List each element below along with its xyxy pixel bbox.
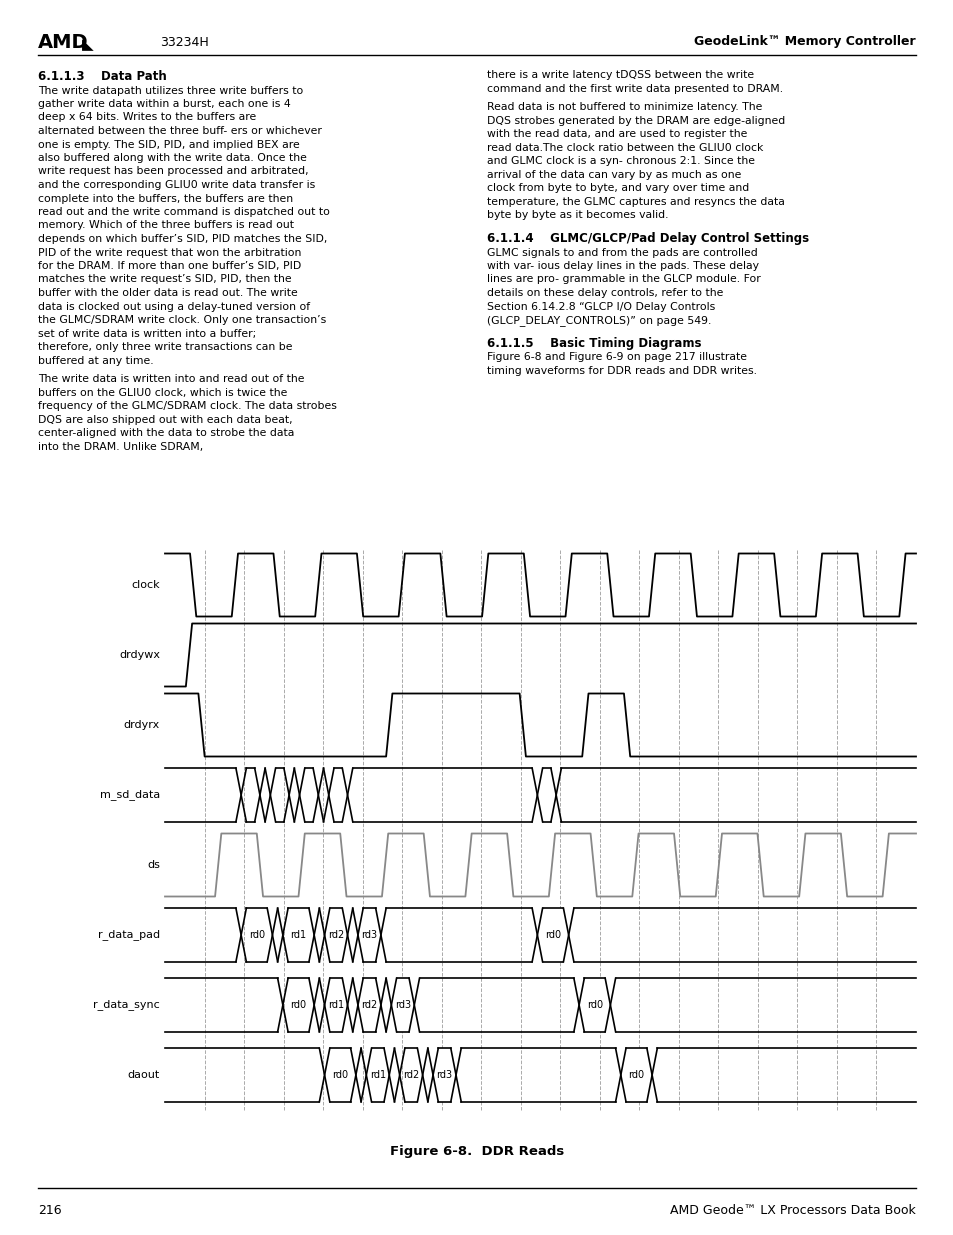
Bar <box>363 908 375 962</box>
Text: also buffered along with the write data. Once the: also buffered along with the write data.… <box>38 153 307 163</box>
Bar <box>330 978 342 1031</box>
Text: buffers on the GLIU0 clock, which is twice the: buffers on the GLIU0 clock, which is twi… <box>38 388 287 398</box>
Text: The write datapath utilizes three write buffers to: The write datapath utilizes three write … <box>38 85 303 95</box>
Text: one is empty. The SID, PID, and implied BEX are: one is empty. The SID, PID, and implied … <box>38 140 299 149</box>
Bar <box>246 908 267 962</box>
Text: rd1: rd1 <box>328 1000 344 1010</box>
Bar <box>396 978 409 1031</box>
Bar <box>288 978 309 1031</box>
Text: rd0: rd0 <box>628 1070 644 1079</box>
Text: 6.1.1.5    Basic Timing Diagrams: 6.1.1.5 Basic Timing Diagrams <box>486 337 700 350</box>
Text: (GLCP_DELAY_CONTROLS)” on page 549.: (GLCP_DELAY_CONTROLS)” on page 549. <box>486 315 711 326</box>
Text: rd0: rd0 <box>544 930 560 940</box>
Text: memory. Which of the three buffers is read out: memory. Which of the three buffers is re… <box>38 221 294 231</box>
Text: frequency of the GLMC/SDRAM clock. The data strobes: frequency of the GLMC/SDRAM clock. The d… <box>38 401 336 411</box>
Text: DQS strobes generated by the DRAM are edge-aligned: DQS strobes generated by the DRAM are ed… <box>486 116 784 126</box>
Text: r_data_pad: r_data_pad <box>98 930 160 941</box>
Text: the GLMC/SDRAM write clock. Only one transaction’s: the GLMC/SDRAM write clock. Only one tra… <box>38 315 326 325</box>
Text: Figure 6-8.  DDR Reads: Figure 6-8. DDR Reads <box>390 1145 563 1158</box>
Text: read data.The clock ratio between the GLIU0 clock: read data.The clock ratio between the GL… <box>486 143 762 153</box>
Text: clock from byte to byte, and vary over time and: clock from byte to byte, and vary over t… <box>486 184 748 194</box>
Text: command and the first write data presented to DRAM.: command and the first write data present… <box>486 84 782 94</box>
Text: center-aligned with the data to strobe the data: center-aligned with the data to strobe t… <box>38 429 294 438</box>
Text: ds: ds <box>147 860 160 869</box>
Text: depends on which buffer’s SID, PID matches the SID,: depends on which buffer’s SID, PID match… <box>38 233 327 245</box>
Bar <box>542 908 563 962</box>
Text: buffered at any time.: buffered at any time. <box>38 356 153 366</box>
Text: rd2: rd2 <box>328 930 344 940</box>
Text: The write data is written into and read out of the: The write data is written into and read … <box>38 374 304 384</box>
Text: buffer with the older data is read out. The write: buffer with the older data is read out. … <box>38 288 297 298</box>
Text: clock: clock <box>132 580 160 590</box>
Text: arrival of the data can vary by as much as one: arrival of the data can vary by as much … <box>486 170 740 180</box>
Text: with var- ious delay lines in the pads. These delay: with var- ious delay lines in the pads. … <box>486 261 759 270</box>
Text: r_data_sync: r_data_sync <box>93 999 160 1010</box>
Text: alternated between the three buff- ers or whichever: alternated between the three buff- ers o… <box>38 126 321 136</box>
Text: there is a write latency tDQSS between the write: there is a write latency tDQSS between t… <box>486 70 753 80</box>
Text: into the DRAM. Unlike SDRAM,: into the DRAM. Unlike SDRAM, <box>38 442 203 452</box>
Text: lines are pro- grammable in the GLCP module. For: lines are pro- grammable in the GLCP mod… <box>486 274 760 284</box>
Text: and GLMC clock is a syn- chronous 2:1. Since the: and GLMC clock is a syn- chronous 2:1. S… <box>486 157 754 167</box>
Text: timing waveforms for DDR reads and DDR writes.: timing waveforms for DDR reads and DDR w… <box>486 366 757 375</box>
Text: write request has been processed and arbitrated,: write request has been processed and arb… <box>38 167 309 177</box>
Text: rd1: rd1 <box>370 1070 385 1079</box>
Text: byte by byte as it becomes valid.: byte by byte as it becomes valid. <box>486 210 668 220</box>
Bar <box>288 908 309 962</box>
Text: 6.1.1.4    GLMC/GLCP/Pad Delay Control Settings: 6.1.1.4 GLMC/GLCP/Pad Delay Control Sett… <box>486 232 808 245</box>
Text: rd3: rd3 <box>395 1000 411 1010</box>
Text: gather write data within a burst, each one is 4: gather write data within a burst, each o… <box>38 99 291 109</box>
Text: Figure 6-8 and Figure 6-9 on page 217 illustrate: Figure 6-8 and Figure 6-9 on page 217 il… <box>486 352 746 362</box>
Text: therefore, only three write transactions can be: therefore, only three write transactions… <box>38 342 293 352</box>
Text: daout: daout <box>128 1070 160 1079</box>
Text: 6.1.1.3    Data Path: 6.1.1.3 Data Path <box>38 70 167 83</box>
Text: rd0: rd0 <box>290 1000 306 1010</box>
Text: rd0: rd0 <box>249 930 265 940</box>
Text: complete into the buffers, the buffers are then: complete into the buffers, the buffers a… <box>38 194 293 204</box>
Text: 216: 216 <box>38 1203 62 1216</box>
Text: 33234H: 33234H <box>160 36 209 48</box>
Bar <box>437 1049 451 1102</box>
Text: deep x 64 bits. Writes to the buffers are: deep x 64 bits. Writes to the buffers ar… <box>38 112 256 122</box>
Text: rd3: rd3 <box>361 930 377 940</box>
Text: GLMC signals to and from the pads are controlled: GLMC signals to and from the pads are co… <box>486 247 757 258</box>
Text: AMD: AMD <box>38 32 89 52</box>
Text: read out and the write command is dispatched out to: read out and the write command is dispat… <box>38 207 330 217</box>
Bar <box>371 1049 384 1102</box>
Text: PID of the write request that won the arbitration: PID of the write request that won the ar… <box>38 247 301 258</box>
Bar <box>583 978 604 1031</box>
Bar <box>404 1049 417 1102</box>
Text: Section 6.14.2.8 “GLCP I/O Delay Controls: Section 6.14.2.8 “GLCP I/O Delay Control… <box>486 301 715 311</box>
Bar <box>330 1049 351 1102</box>
Text: drdywx: drdywx <box>119 650 160 659</box>
Text: and the corresponding GLIU0 write data transfer is: and the corresponding GLIU0 write data t… <box>38 180 314 190</box>
Text: drdyrx: drdyrx <box>124 720 160 730</box>
Text: Read data is not buffered to minimize latency. The: Read data is not buffered to minimize la… <box>486 103 761 112</box>
Text: for the DRAM. If more than one buffer’s SID, PID: for the DRAM. If more than one buffer’s … <box>38 261 301 270</box>
Text: rd2: rd2 <box>402 1070 419 1079</box>
Text: rd1: rd1 <box>290 930 306 940</box>
Text: rd3: rd3 <box>436 1070 452 1079</box>
Text: AMD Geode™ LX Processors Data Book: AMD Geode™ LX Processors Data Book <box>670 1203 915 1216</box>
Bar <box>363 978 375 1031</box>
Text: data is clocked out using a delay-tuned version of: data is clocked out using a delay-tuned … <box>38 301 310 311</box>
Text: matches the write request’s SID, PID, then the: matches the write request’s SID, PID, th… <box>38 274 292 284</box>
Bar <box>330 908 342 962</box>
Text: m_sd_data: m_sd_data <box>100 789 160 800</box>
Text: set of write data is written into a buffer;: set of write data is written into a buff… <box>38 329 256 338</box>
Text: ◣: ◣ <box>82 37 93 53</box>
Text: temperature, the GLMC captures and resyncs the data: temperature, the GLMC captures and resyn… <box>486 196 784 207</box>
Text: rd0: rd0 <box>332 1070 348 1079</box>
Text: GeodeLink™ Memory Controller: GeodeLink™ Memory Controller <box>694 36 915 48</box>
Text: details on these delay controls, refer to the: details on these delay controls, refer t… <box>486 288 722 298</box>
Text: with the read data, and are used to register the: with the read data, and are used to regi… <box>486 130 746 140</box>
Text: rd2: rd2 <box>361 1000 377 1010</box>
Text: rd0: rd0 <box>586 1000 602 1010</box>
Text: DQS are also shipped out with each data beat,: DQS are also shipped out with each data … <box>38 415 293 425</box>
Bar <box>625 1049 646 1102</box>
